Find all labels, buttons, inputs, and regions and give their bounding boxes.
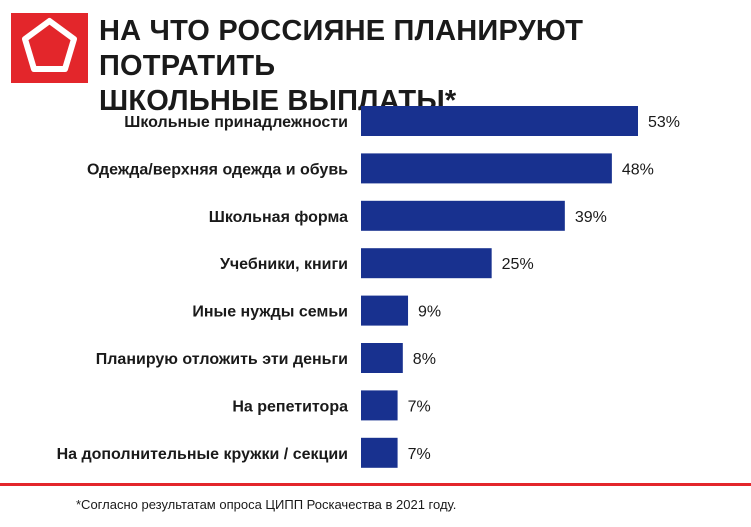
page-title: НА ЧТО РОССИЯНЕ ПЛАНИРУЮТ ПОТРАТИТЬ ШКОЛ…	[99, 14, 739, 119]
value-label: 39%	[575, 209, 607, 226]
value-label: 9%	[418, 304, 441, 321]
value-label: 25%	[502, 256, 534, 273]
bar-chart-svg: Школьные принадлежности 53% Одежда/верхняя…	[57, 106, 680, 468]
category-label: Школьные принадлежности	[124, 114, 348, 131]
bar	[361, 390, 398, 421]
pentagon-logo-icon	[11, 13, 88, 83]
bar	[361, 153, 612, 184]
bar	[361, 248, 492, 279]
value-label: 7%	[408, 446, 431, 463]
footnote: *Согласно результатам опроса ЦИПП Роскач…	[76, 497, 457, 512]
bar-chart: Школьные принадлежности 53% Одежда/верхняя…	[0, 95, 751, 480]
category-label: На репетитора	[232, 398, 348, 415]
category-label: На дополнительные кружки / секции	[57, 446, 348, 463]
value-label: 53%	[648, 114, 680, 131]
value-label: 8%	[413, 351, 436, 368]
bar	[361, 106, 638, 136]
bar	[361, 295, 409, 326]
category-label: Учебники, книги	[220, 256, 348, 273]
title-line-1: НА ЧТО РОССИЯНЕ ПЛАНИРУЮТ ПОТРАТИТЬ	[99, 15, 584, 82]
bar	[361, 200, 565, 231]
bar	[361, 343, 403, 373]
bar	[361, 437, 398, 468]
category-label: Школьная форма	[209, 209, 348, 226]
value-label: 7%	[408, 398, 431, 415]
value-label: 48%	[622, 161, 654, 178]
category-label: Планирую отложить эти деньги	[96, 351, 348, 368]
footer-divider	[0, 483, 751, 486]
category-label: Иные нужды семьи	[192, 304, 348, 321]
category-label: Одежда/верхняя одежда и обувь	[87, 161, 348, 178]
